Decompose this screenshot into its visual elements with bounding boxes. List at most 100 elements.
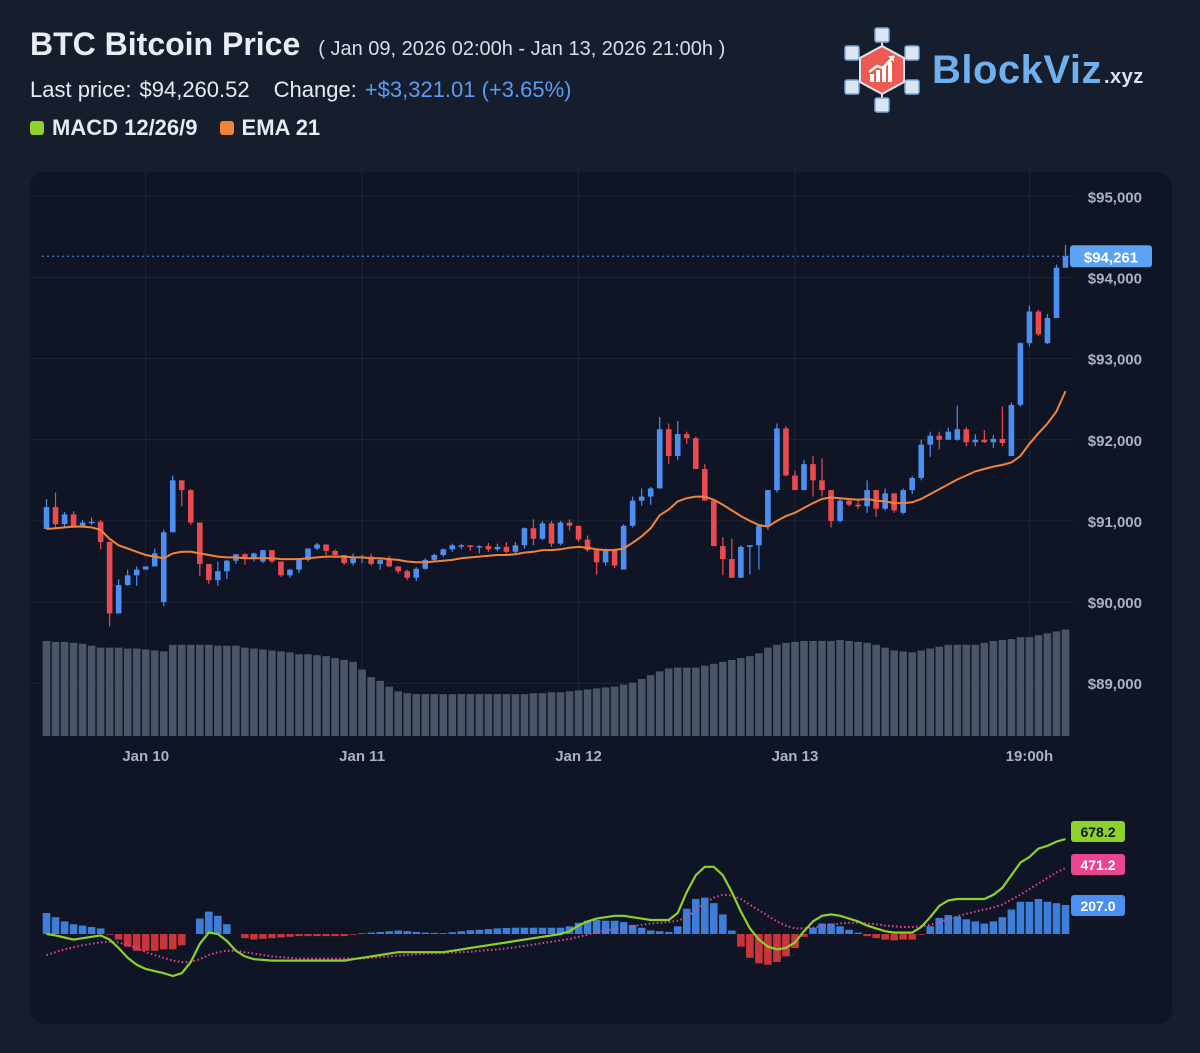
candle-body — [503, 546, 510, 552]
macd-histogram-bar — [114, 934, 123, 940]
candle-down — [593, 548, 600, 575]
candle-body — [747, 545, 753, 547]
candle-body — [999, 438, 1006, 444]
candle-down — [70, 511, 77, 528]
volume-bar — [565, 691, 574, 736]
price-tick-label: $90,000 — [1088, 595, 1142, 612]
candle-body — [215, 571, 221, 581]
volume-bar — [232, 645, 240, 736]
time-tick-label: Jan 12 — [555, 748, 602, 765]
macd-histogram-bar — [782, 934, 790, 957]
volume-bar — [520, 694, 529, 736]
volume-bar — [746, 656, 754, 736]
candle-body — [43, 507, 50, 530]
candle-body — [1035, 311, 1042, 335]
volume-bar — [655, 671, 664, 736]
macd-value-tag: 207.0 — [1080, 898, 1115, 914]
legend-item-ema[interactable]: EMA 21 — [219, 115, 320, 141]
candle-body — [332, 550, 338, 556]
macd-histogram-bar — [322, 934, 330, 937]
candle-up — [674, 421, 681, 461]
volume-bar — [701, 665, 709, 736]
candle-up — [1053, 264, 1060, 319]
candle-up — [251, 552, 257, 562]
chart-panel: $94,261 $95,000 $94,000 $93,000 $92,000 $91,… — [30, 172, 1172, 1024]
candle-down — [783, 425, 789, 477]
macd-histogram-bar — [484, 929, 493, 934]
candle-down — [584, 535, 591, 552]
candle-down — [611, 548, 618, 568]
legend-item-macd[interactable]: MACD 12/26/9 — [30, 115, 198, 141]
candle-body — [142, 566, 149, 570]
volume-bar — [682, 667, 691, 736]
candle-body — [350, 556, 356, 564]
volume-bar — [502, 694, 511, 736]
candle-body — [674, 434, 681, 456]
candle-up — [1008, 402, 1015, 456]
volume-bar — [836, 640, 844, 736]
candle-body — [160, 532, 167, 603]
macd-histogram-bar — [1034, 899, 1043, 934]
candle-body — [575, 525, 582, 540]
candle-body — [738, 546, 744, 578]
volume-bar — [394, 691, 402, 736]
macd-histogram-bar — [1007, 909, 1016, 934]
macd-histogram-bar — [827, 923, 835, 934]
volume-bar — [322, 656, 330, 736]
candle-body — [548, 523, 555, 544]
macd-value-tag: 471.2 — [1080, 857, 1115, 873]
candle-down — [828, 490, 834, 528]
macd-histogram-bar — [394, 930, 402, 934]
candle-body — [954, 429, 961, 440]
volume-bar — [637, 678, 646, 736]
candle-up — [512, 542, 519, 554]
candle-body — [720, 546, 726, 560]
macd-histogram-bar — [466, 930, 475, 934]
candle-body — [756, 525, 762, 546]
volume-bar — [241, 647, 249, 736]
price-tick-label: $95,000 — [1088, 189, 1142, 206]
volume-bar — [168, 644, 177, 736]
volume-bar — [403, 693, 411, 736]
price-chart[interactable]: $94,261 $95,000 $94,000 $93,000 $92,000 $91,… — [30, 172, 1172, 1024]
candle-body — [79, 522, 86, 527]
macd-histogram-bar — [1061, 905, 1070, 934]
macd-histogram-bar — [845, 929, 853, 934]
candle-down — [206, 563, 212, 585]
volume-bar — [60, 641, 69, 736]
candle-up — [43, 499, 50, 530]
candle-body — [1026, 311, 1033, 344]
macd-histogram-bar — [205, 911, 213, 934]
candle-down — [855, 499, 861, 509]
volume-bar — [646, 675, 655, 736]
volume-bar — [610, 686, 619, 736]
brand-name: BlockViz .xyz — [932, 47, 1144, 92]
volume-bar — [214, 645, 222, 736]
volume-bar — [773, 644, 781, 736]
candle-up — [296, 558, 302, 573]
candle-body — [656, 429, 663, 489]
candle-up — [738, 545, 744, 578]
candle-body — [602, 550, 609, 563]
candle-body — [1008, 404, 1015, 456]
macd-histogram-bar — [493, 928, 502, 934]
time-tick-label: Jan 11 — [339, 748, 385, 765]
volume-bar — [493, 694, 502, 736]
macd-histogram-bar — [917, 934, 925, 935]
candle-up — [458, 543, 465, 550]
volume-bar — [223, 645, 231, 736]
candle-body — [395, 566, 401, 572]
volume-bar — [187, 644, 195, 736]
candle-body — [169, 480, 176, 533]
candle-down — [187, 489, 194, 525]
candle-up — [431, 553, 438, 562]
macd-histogram-bar — [177, 934, 186, 946]
volume-bar — [376, 680, 384, 736]
candle-up — [945, 427, 952, 440]
volume-bar — [872, 644, 880, 736]
macd-histogram-bar — [214, 915, 222, 934]
candle-down — [999, 406, 1006, 447]
candle-body — [422, 559, 429, 569]
macd-histogram-bar — [150, 934, 159, 951]
brand-logo[interactable]: BlockViz .xyz — [842, 24, 1172, 116]
